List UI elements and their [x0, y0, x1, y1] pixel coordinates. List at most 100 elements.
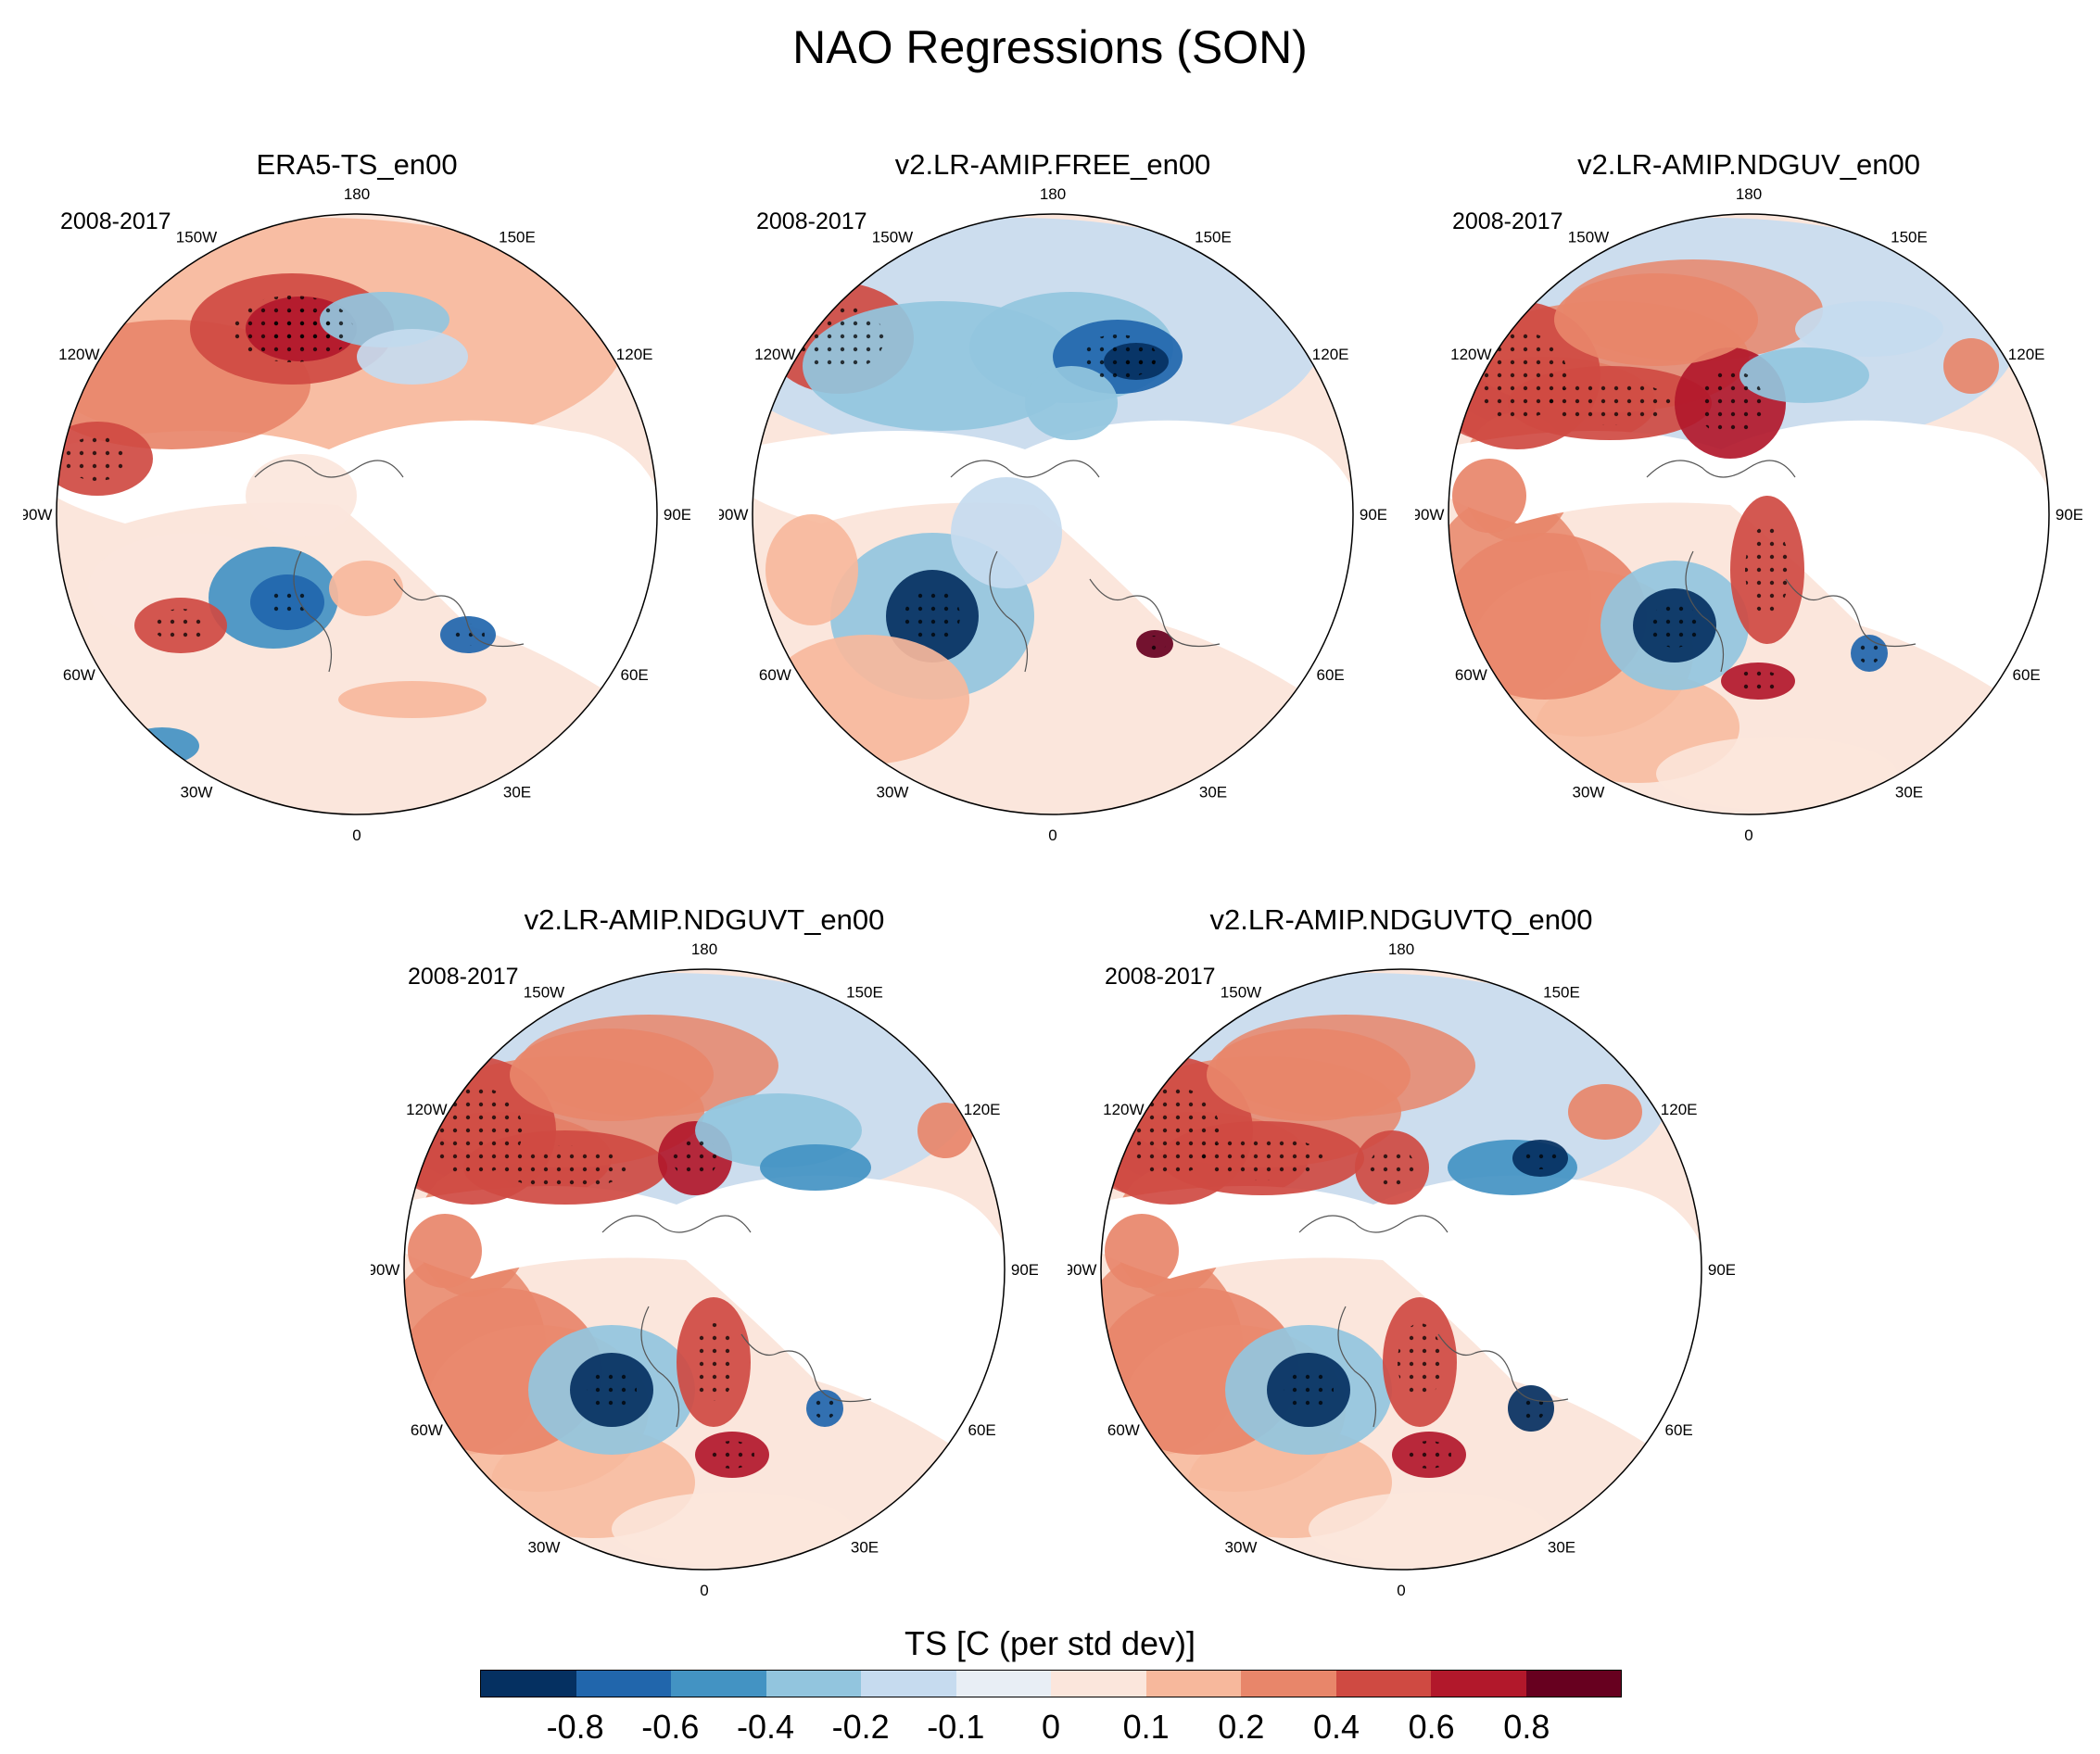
colorbar-tick-label: -0.2	[831, 1708, 890, 1746]
map-panel-5: 180 150E 120E 90E 60E 30E 0 30W 60W 90W 120W 150W v2…	[1068, 903, 1735, 1608]
panel-title: v2.LR-AMIP.NDGUVT_en00	[524, 903, 885, 936]
longitude-label: 60W	[63, 666, 95, 684]
anomaly-patch	[1105, 1214, 1179, 1288]
colorbar-tick-label: 0.6	[1408, 1708, 1455, 1746]
longitude-label: 150W	[1221, 983, 1261, 1001]
longitude-label: 120E	[616, 346, 653, 363]
longitude-label: 60W	[759, 666, 791, 684]
anomaly-patch	[1452, 459, 1526, 533]
longitude-label: 120W	[58, 346, 99, 363]
longitude-label: 150E	[1543, 983, 1580, 1001]
longitude-label: 180	[344, 185, 370, 203]
colorbar-tick-label: -0.8	[546, 1708, 604, 1746]
anomaly-patch	[329, 561, 403, 616]
anomaly-patch	[1025, 366, 1118, 440]
longitude-label: 150W	[524, 983, 564, 1001]
colorbar-segment	[955, 1671, 1051, 1697]
colorbar-segment	[576, 1671, 671, 1697]
longitude-label: 60W	[1107, 1421, 1140, 1439]
longitude-label: 150W	[176, 228, 217, 246]
anomaly-patch	[1795, 301, 1943, 357]
longitude-label: 90E	[1708, 1261, 1735, 1279]
longitude-label: 90E	[1011, 1261, 1038, 1279]
longitude-label: 180	[1736, 185, 1762, 203]
anomaly-patch	[1943, 338, 1999, 394]
polar-map-2: 180 150E 120E 90E 60E 30E 0 30W 60W 90W 120W 150W	[719, 185, 1386, 844]
longitude-label: 90E	[664, 506, 690, 524]
longitude-label: 120E	[2008, 346, 2045, 363]
colorbar-segment	[1241, 1671, 1336, 1697]
longitude-label: 150E	[1891, 228, 1928, 246]
colorbar-segment	[671, 1671, 766, 1697]
polar-map-3: 180 150E 120E 90E 60E 30E 0 30W 60W 90W 120W 150W	[1415, 185, 2082, 844]
longitude-label: 90W	[1068, 1261, 1096, 1279]
longitude-label: 180	[1388, 940, 1414, 958]
longitude-label: 60W	[411, 1421, 443, 1439]
anomaly-patch	[1207, 1028, 1411, 1121]
map-panel-1: 180 150E 120E 90E 60E 30E 0 30W 60W 90W 120W 150W ER…	[23, 148, 690, 852]
longitude-label: 90E	[1360, 506, 1386, 524]
longitude-label: 60E	[968, 1421, 996, 1439]
longitude-label: 120E	[1312, 346, 1349, 363]
longitude-label: 150W	[1568, 228, 1609, 246]
colorbar-tick-label: 0.1	[1122, 1708, 1170, 1746]
anomaly-patch	[510, 1028, 714, 1121]
anomaly-patch	[1554, 273, 1758, 366]
panel-title: v2.LR-AMIP.NDGUVTQ_en00	[1209, 903, 1593, 936]
anomaly-patch	[1448, 533, 1647, 700]
longitude-label: 90W	[719, 506, 748, 524]
panel-title: v2.LR-AMIP.NDGUV_en00	[1577, 148, 1920, 181]
panel-title: ERA5-TS_en00	[256, 148, 458, 181]
longitude-label: 90E	[2056, 506, 2082, 524]
longitude-label: 90W	[1415, 506, 1444, 524]
polar-map-5: 180 150E 120E 90E 60E 30E 0 30W 60W 90W 120W 150W	[1068, 940, 1735, 1599]
longitude-label: 60E	[1665, 1421, 1693, 1439]
longitude-label: 90W	[23, 506, 52, 524]
longitude-label: 0	[1397, 1582, 1405, 1599]
anomaly-patch	[1568, 1084, 1642, 1140]
anomaly-patch	[357, 329, 468, 385]
anomaly-patch	[951, 477, 1062, 588]
longitude-label: 150E	[1195, 228, 1232, 246]
anomaly-patch	[338, 681, 487, 718]
longitude-label: 30W	[1225, 1539, 1258, 1557]
colorbar-segment	[1145, 1671, 1241, 1697]
colorbar-segment	[1335, 1671, 1431, 1697]
colorbar-segment	[1431, 1671, 1526, 1697]
anomaly-patch	[765, 514, 858, 625]
polar-map-4: 180 150E 120E 90E 60E 30E 0 30W 60W 90W 120W 150W	[371, 940, 1038, 1599]
colorbar	[480, 1670, 1622, 1697]
colorbar-segment	[1051, 1671, 1146, 1697]
longitude-label: 120E	[1661, 1101, 1698, 1118]
longitude-label: 0	[1048, 827, 1056, 844]
longitude-label: 150E	[846, 983, 883, 1001]
map-panel-2: 180 150E 120E 90E 60E 30E 0 30W 60W 90W 120W 150W v2…	[719, 148, 1386, 852]
colorbar-segment	[861, 1671, 956, 1697]
map-panel-4: 180 150E 120E 90E 60E 30E 0 30W 60W 90W 120W 150W v2…	[371, 903, 1038, 1608]
colorbar-tick-label: 0	[1041, 1708, 1061, 1746]
longitude-label: 60E	[2013, 666, 2041, 684]
anomaly-patch	[1739, 347, 1869, 403]
longitude-label: 60W	[1455, 666, 1487, 684]
figure-title: NAO Regressions (SON)	[792, 21, 1308, 73]
longitude-label: 30E	[503, 784, 531, 801]
polar-map-1: 180 150E 120E 90E 60E 30E 0 30W 60W 90W 120W 150W	[23, 185, 690, 844]
anomaly-patch	[760, 1144, 871, 1191]
longitude-label: 180	[691, 940, 717, 958]
longitude-label: 30E	[1199, 784, 1227, 801]
anomaly-patch	[765, 635, 969, 764]
colorbar-segment	[1525, 1671, 1621, 1697]
anomaly-patch	[246, 454, 357, 537]
longitude-label: 60E	[621, 666, 649, 684]
longitude-label: 30W	[877, 784, 909, 801]
colorbar-tick-label: 0.2	[1218, 1708, 1265, 1746]
colorbar-title: TS [C (per std dev)]	[904, 1624, 1196, 1662]
colorbar-tick-label: -0.4	[736, 1708, 795, 1746]
longitude-label: 30W	[1573, 784, 1605, 801]
longitude-label: 150W	[872, 228, 913, 246]
longitude-label: 60E	[1317, 666, 1345, 684]
colorbar-segment	[765, 1671, 861, 1697]
longitude-label: 0	[1744, 827, 1752, 844]
longitude-label: 120W	[754, 346, 795, 363]
colorbar-tick-label: -0.1	[927, 1708, 985, 1746]
